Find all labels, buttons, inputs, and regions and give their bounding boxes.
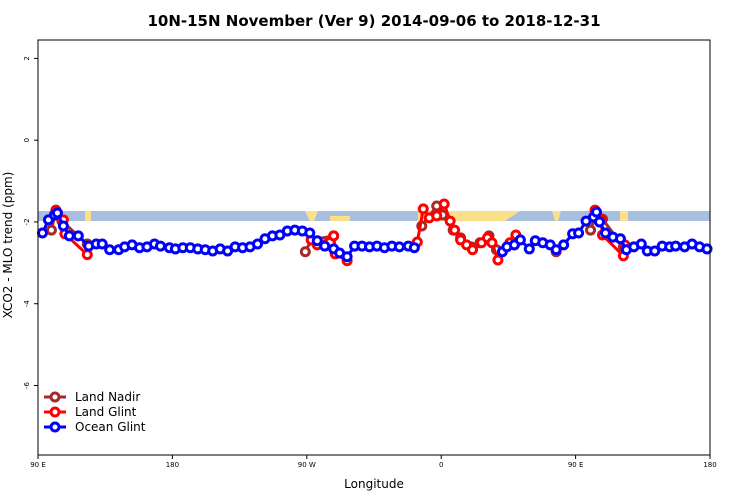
data-point — [104, 244, 116, 256]
data-point — [81, 249, 93, 261]
data-point — [635, 238, 647, 250]
data-point — [63, 230, 75, 242]
data-point — [449, 224, 461, 236]
x-tick-label: 90 E — [30, 461, 46, 469]
y-tick-label: -4 — [23, 300, 31, 308]
data-point — [341, 251, 353, 263]
data-point — [614, 233, 626, 245]
data-point — [304, 227, 316, 239]
land-patch — [330, 216, 350, 221]
chart-title: 10N-15N November (Ver 9) 2014-09-06 to 2… — [147, 12, 600, 30]
data-point — [573, 227, 585, 239]
x-tick-label: 180 — [703, 461, 716, 469]
x-tick-label: 90 W — [298, 461, 316, 469]
data-point — [408, 242, 420, 254]
legend-label: Land Nadir — [75, 390, 140, 404]
data-point — [523, 243, 535, 255]
data-point — [593, 216, 605, 228]
data-point — [438, 198, 450, 210]
land-patch — [305, 211, 318, 221]
x-tick-label: 0 — [439, 461, 443, 469]
x-axis-label: Longitude — [344, 477, 404, 491]
data-point — [72, 230, 84, 242]
y-tick-label: 0 — [23, 138, 31, 142]
legend-label: Ocean Glint — [75, 420, 146, 434]
data-point — [486, 237, 498, 249]
data-point — [431, 210, 443, 222]
data-point — [649, 245, 661, 257]
map-strip — [38, 211, 710, 221]
legend-marker — [49, 406, 61, 418]
y-axis-label: XCO2 - MLO trend (ppm) — [1, 172, 15, 319]
data-point — [558, 239, 570, 251]
data-point — [36, 227, 48, 239]
data-point — [51, 207, 63, 219]
land-patch — [620, 211, 628, 221]
y-tick-label: -6 — [23, 381, 31, 389]
land-patch — [552, 211, 561, 221]
data-point — [393, 241, 405, 253]
plot-area — [36, 198, 713, 267]
data-point — [96, 238, 108, 250]
data-point — [311, 235, 323, 247]
ocean-strip — [38, 211, 710, 221]
plot-border — [37, 39, 711, 456]
x-tick-label: 180 — [166, 461, 179, 469]
data-point — [154, 240, 166, 252]
data-point — [319, 240, 331, 252]
data-point — [252, 238, 264, 250]
data-point — [670, 240, 682, 252]
legend-marker — [49, 391, 61, 403]
data-point — [514, 234, 526, 246]
data-point — [45, 224, 57, 236]
x-tick-label: 90 E — [568, 461, 584, 469]
legend-marker — [49, 421, 61, 433]
land-patch — [85, 211, 91, 221]
y-tick-label: -2 — [23, 218, 31, 225]
data-point — [417, 203, 429, 215]
legend-label: Land Glint — [75, 405, 137, 419]
data-point — [467, 244, 479, 256]
data-point — [492, 254, 504, 266]
y-tick-label: 2 — [23, 56, 31, 60]
data-point — [550, 244, 562, 256]
data-point — [57, 220, 69, 232]
data-point — [328, 230, 340, 242]
data-point — [299, 246, 311, 258]
data-point — [701, 243, 713, 255]
data-point — [591, 206, 603, 218]
data-point — [444, 215, 456, 227]
data-point — [585, 224, 597, 236]
